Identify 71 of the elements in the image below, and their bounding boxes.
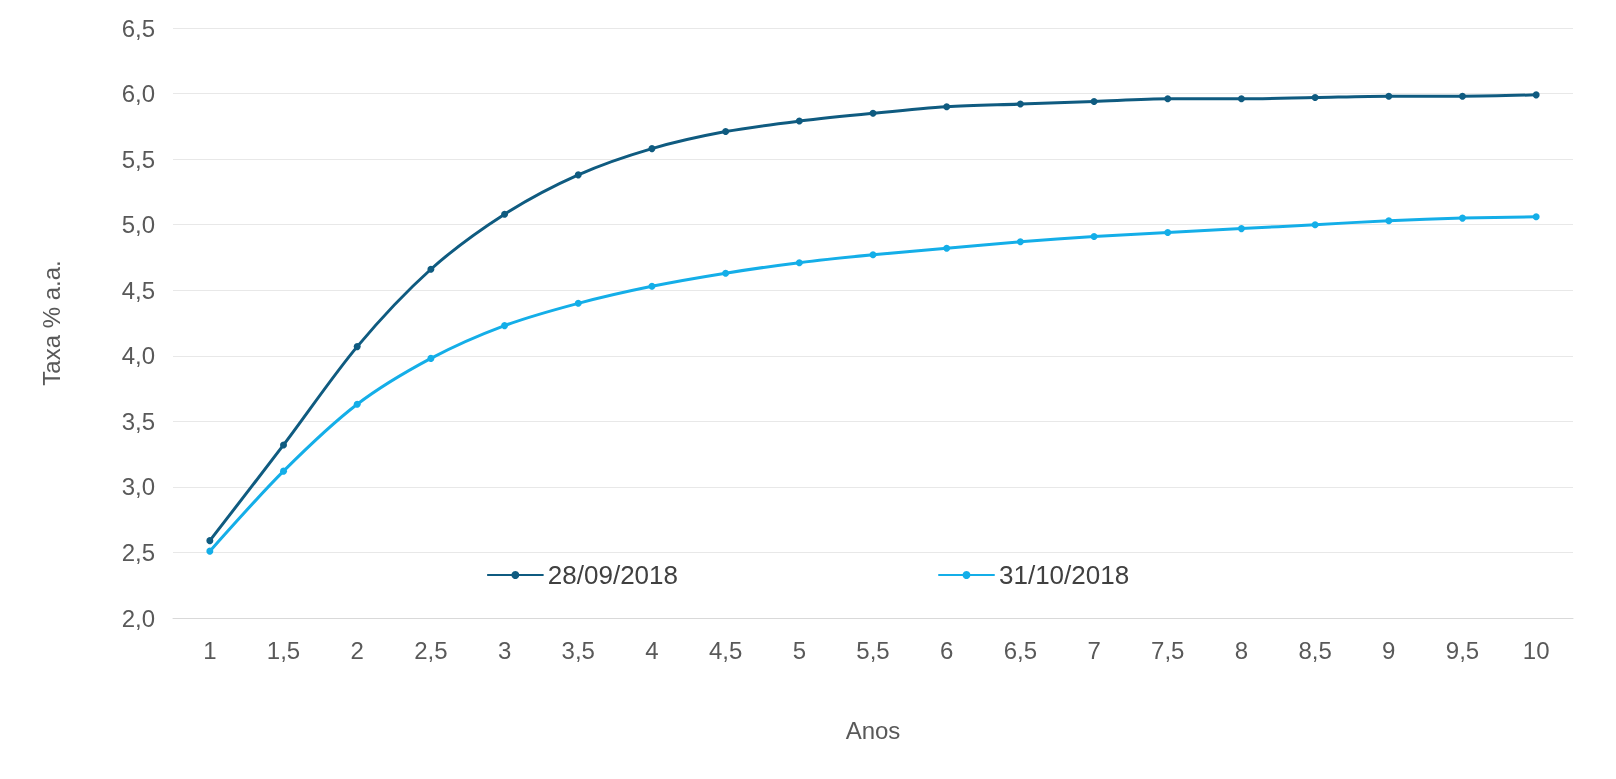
point — [1311, 93, 1319, 101]
point — [1458, 92, 1466, 100]
point — [869, 109, 877, 117]
point — [1090, 97, 1098, 105]
point — [1385, 217, 1393, 225]
x-tick-label: 1,5 — [266, 636, 301, 664]
point — [1532, 91, 1540, 99]
point — [648, 145, 656, 153]
point — [1311, 221, 1319, 229]
point — [1532, 213, 1540, 221]
x-tick-label: 8 — [1234, 636, 1249, 664]
point — [574, 299, 582, 307]
x-tick-label: 2,5 — [414, 636, 448, 664]
point — [1237, 95, 1245, 103]
point — [943, 244, 951, 252]
legend-label: 28/09/2018 — [547, 560, 679, 590]
point — [280, 467, 288, 475]
y-tick-label: 3,0 — [121, 473, 155, 501]
x-tick-label: 8,5 — [1298, 636, 1332, 664]
x-tick-label: 4 — [645, 636, 659, 664]
point — [1385, 92, 1393, 100]
y-tick-label: 6,0 — [121, 80, 155, 108]
point — [869, 251, 877, 259]
point — [427, 265, 435, 273]
point — [1164, 95, 1172, 103]
point — [501, 210, 509, 218]
point — [648, 282, 656, 290]
point — [722, 269, 730, 277]
point — [501, 322, 509, 330]
x-tick-label: 6,5 — [1003, 636, 1038, 664]
y-tick-label: 6,5 — [121, 14, 155, 42]
x-tick-label: 10 — [1522, 636, 1550, 664]
x-tick-label: 5 — [792, 636, 806, 664]
point — [427, 354, 435, 362]
y-tick-label: 4,0 — [121, 342, 155, 370]
x-tick-label: 3 — [497, 636, 512, 664]
point — [943, 103, 951, 111]
x-tick-label: 3,5 — [561, 636, 595, 664]
point — [1090, 232, 1098, 240]
x-tick-label: 9,5 — [1445, 636, 1480, 664]
point — [1016, 100, 1024, 108]
y-tick-label: 2,5 — [121, 538, 155, 566]
point — [353, 400, 361, 408]
x-tick-label: 7 — [1087, 636, 1101, 664]
y-axis-title: Taxa % a.a. — [37, 260, 65, 386]
legend-label: 31/10/2018 — [999, 560, 1130, 590]
point — [353, 343, 361, 351]
y-tick-label: 4,5 — [121, 276, 155, 304]
point — [1164, 229, 1172, 237]
y-tick-label: 2,0 — [121, 604, 155, 632]
y-tick-label: 5,5 — [121, 145, 155, 173]
point — [1458, 214, 1466, 222]
y-tick-label: 5,0 — [121, 211, 155, 239]
x-tick-label: 2 — [350, 636, 364, 664]
x-tick-label: 4,5 — [708, 636, 743, 664]
x-tick-label: 9 — [1382, 636, 1396, 664]
point — [206, 537, 214, 545]
point — [795, 259, 803, 267]
point — [206, 547, 214, 555]
x-tick-label: 6 — [940, 636, 954, 664]
x-tick-label: 1 — [203, 636, 217, 664]
point — [574, 171, 582, 179]
point — [1016, 238, 1024, 246]
x-tick-label: 7,5 — [1151, 636, 1185, 664]
point — [1237, 225, 1245, 233]
y-tick-label: 3,5 — [121, 407, 155, 435]
point — [795, 117, 803, 125]
x-axis-title: Anos — [845, 716, 901, 744]
point — [280, 441, 288, 449]
point — [722, 128, 730, 136]
x-tick-label: 5,5 — [856, 636, 890, 664]
